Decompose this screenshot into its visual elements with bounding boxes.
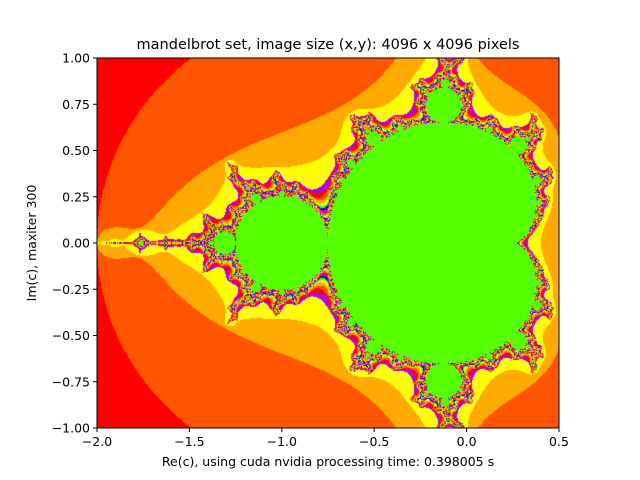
y-tick-label: 0.00 [62, 236, 90, 251]
y-tick-label: 0.75 [62, 97, 90, 112]
x-tick-label: −1.0 [267, 434, 297, 449]
y-tick-label: −1.00 [52, 421, 90, 436]
x-tick-label: −0.5 [359, 434, 389, 449]
y-tick-label: −0.25 [52, 282, 90, 297]
chart-title: mandelbrot set, image size (x,y): 4096 x… [137, 37, 520, 53]
x-tick-label: −2.0 [82, 434, 112, 449]
x-tick-label: −1.5 [174, 434, 204, 449]
y-tick-label: 0.50 [62, 143, 90, 158]
y-tick-label: −0.75 [52, 374, 90, 389]
x-tick-label: 0.0 [457, 434, 477, 449]
x-axis-label: Re(c), using cuda nvidia processing time… [162, 454, 494, 469]
x-tick-label: 0.5 [549, 434, 569, 449]
y-axis-label: Im(c), maxiter 300 [24, 185, 39, 302]
y-axis-ticks: −1.00 −0.75 −0.50 −0.25 0.00 0.25 0.50 0.75 1.00 [52, 51, 97, 436]
y-tick-label: −0.50 [52, 328, 90, 343]
y-tick-label: 1.00 [62, 51, 90, 66]
y-tick-label: 0.25 [62, 189, 90, 204]
x-axis-ticks: −2.0 −1.5 −1.0 −0.5 0.0 0.5 [82, 428, 569, 449]
mandelbrot-heatmap [97, 58, 559, 428]
plot-area [97, 58, 559, 428]
